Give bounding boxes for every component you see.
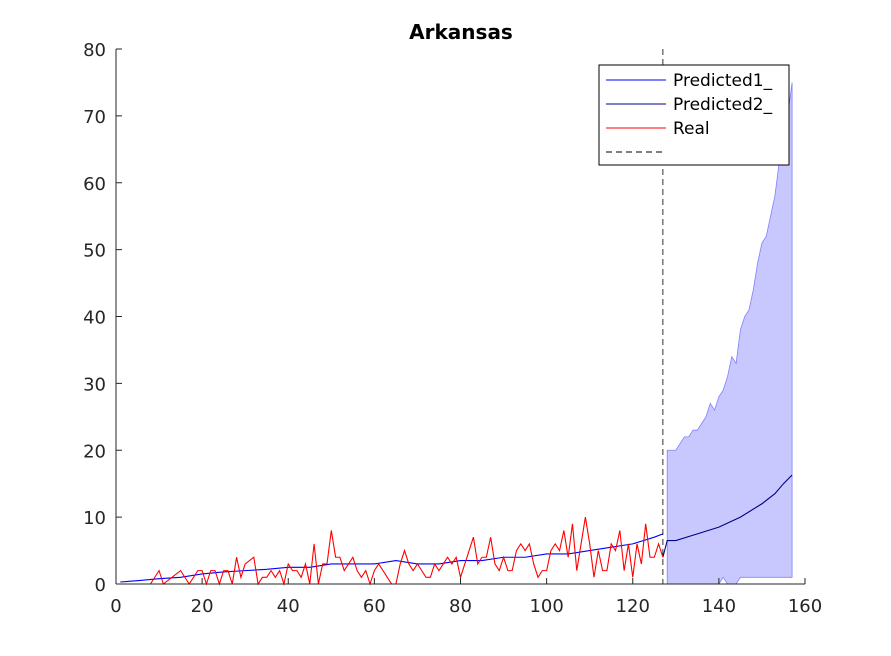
x-tick-label: 80 [449, 596, 472, 617]
y-tick-label: 10 [83, 508, 106, 529]
x-tick-label: 20 [191, 596, 214, 617]
y-tick-label: 60 [83, 174, 106, 195]
y-tick-label: 0 [95, 575, 106, 596]
legend-box [598, 64, 790, 166]
x-tick-label: 0 [110, 596, 121, 617]
chart-title: Arkansas [409, 20, 513, 44]
predicted2-line [662, 474, 793, 558]
y-tick-label: 80 [83, 40, 106, 61]
legend: Predicted1_ Predicted2_ Real [598, 64, 790, 166]
real-line [120, 517, 664, 587]
y-tick-label: 20 [83, 441, 106, 462]
x-tick-label: 120 [616, 596, 650, 617]
x-tick-label: 40 [277, 596, 300, 617]
x-tick-label: 160 [788, 596, 822, 617]
legend-item-predicted1-label: Predicted1_ [673, 71, 773, 91]
series-layer [120, 49, 793, 587]
axes-layer: 0 20 40 60 80 100 120 140 160 0 10 20 30 40 50 60 70 80 [83, 40, 822, 617]
legend-item-real-label: Real [673, 119, 710, 139]
x-tick-label: 60 [363, 596, 386, 617]
y-tick-label: 70 [83, 107, 106, 128]
x-tick-label: 100 [529, 596, 563, 617]
y-tick-label: 50 [83, 241, 106, 262]
y-tick-label: 40 [83, 308, 106, 329]
legend-item-predicted2-label: Predicted2_ [673, 95, 773, 115]
y-tick-label: 30 [83, 374, 106, 395]
x-tick-label: 140 [702, 596, 736, 617]
